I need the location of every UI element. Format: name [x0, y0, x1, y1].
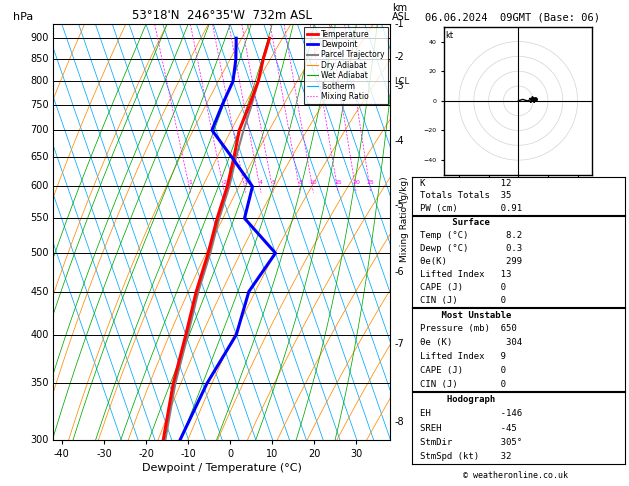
Text: CAPE (J)       0: CAPE (J) 0: [421, 283, 506, 292]
Text: 500: 500: [30, 248, 49, 258]
Text: 5: 5: [271, 180, 276, 185]
Text: 750: 750: [30, 100, 49, 110]
Text: K              12: K 12: [421, 179, 512, 188]
Text: kt: kt: [446, 31, 454, 40]
Text: -6: -6: [394, 267, 404, 277]
Text: 1: 1: [189, 180, 192, 185]
Text: -1: -1: [394, 19, 404, 29]
Text: 3: 3: [243, 180, 247, 185]
Text: -3: -3: [394, 81, 404, 91]
Text: Pressure (mb)  650: Pressure (mb) 650: [421, 324, 517, 333]
Text: StmDir         305°: StmDir 305°: [421, 438, 523, 447]
Text: Temp (°C)       8.2: Temp (°C) 8.2: [421, 231, 523, 240]
Text: 25: 25: [367, 180, 375, 185]
Text: -8: -8: [394, 417, 404, 427]
Text: 800: 800: [30, 76, 49, 87]
Text: 2: 2: [223, 180, 226, 185]
Text: 450: 450: [30, 287, 49, 296]
Text: -2: -2: [394, 52, 404, 62]
Text: 900: 900: [30, 33, 49, 43]
Text: CAPE (J)       0: CAPE (J) 0: [421, 366, 506, 375]
Text: LCL: LCL: [394, 77, 409, 86]
Text: 650: 650: [30, 152, 49, 162]
Text: CIN (J)        0: CIN (J) 0: [421, 296, 506, 305]
Text: 550: 550: [30, 213, 49, 223]
Text: θe(K)           299: θe(K) 299: [421, 257, 523, 266]
Text: hPa: hPa: [13, 12, 33, 22]
Text: 20: 20: [352, 180, 360, 185]
Text: -7: -7: [394, 339, 404, 349]
Text: 15: 15: [334, 180, 342, 185]
Text: Totals Totals  35: Totals Totals 35: [421, 191, 512, 200]
Text: Dewp (°C)       0.3: Dewp (°C) 0.3: [421, 244, 523, 253]
Text: 700: 700: [30, 125, 49, 135]
Text: θe (K)          304: θe (K) 304: [421, 338, 523, 347]
Title: 53°18'N  246°35'W  732m ASL: 53°18'N 246°35'W 732m ASL: [131, 9, 312, 22]
Text: © weatheronline.co.uk: © weatheronline.co.uk: [464, 471, 568, 480]
Text: Mixing Ratio (g/kg): Mixing Ratio (g/kg): [400, 176, 409, 261]
Text: SREH           -45: SREH -45: [421, 424, 517, 433]
Text: 06.06.2024  09GMT (Base: 06): 06.06.2024 09GMT (Base: 06): [425, 12, 600, 22]
Text: -4: -4: [394, 136, 404, 146]
Text: StmSpd (kt)    32: StmSpd (kt) 32: [421, 452, 512, 461]
Text: 4: 4: [259, 180, 263, 185]
Text: Lifted Index   13: Lifted Index 13: [421, 270, 512, 279]
Text: CIN (J)        0: CIN (J) 0: [421, 380, 506, 389]
Text: 600: 600: [30, 181, 49, 191]
Text: 400: 400: [30, 330, 49, 340]
Text: -5: -5: [394, 200, 404, 210]
Text: Lifted Index   9: Lifted Index 9: [421, 352, 506, 361]
Text: 350: 350: [30, 379, 49, 388]
Text: km
ASL: km ASL: [392, 3, 410, 22]
Text: 8: 8: [298, 180, 302, 185]
Text: 10: 10: [309, 180, 317, 185]
X-axis label: Dewpoint / Temperature (°C): Dewpoint / Temperature (°C): [142, 463, 302, 473]
Text: Hodograph: Hodograph: [421, 395, 496, 404]
Text: EH             -146: EH -146: [421, 409, 523, 418]
Text: PW (cm)        0.91: PW (cm) 0.91: [421, 204, 523, 213]
Legend: Temperature, Dewpoint, Parcel Trajectory, Dry Adiabat, Wet Adiabat, Isotherm, Mi: Temperature, Dewpoint, Parcel Trajectory…: [304, 27, 387, 104]
Text: 300: 300: [30, 435, 49, 445]
Text: 850: 850: [30, 54, 49, 64]
Text: Surface: Surface: [421, 218, 491, 227]
Text: Most Unstable: Most Unstable: [421, 311, 512, 320]
